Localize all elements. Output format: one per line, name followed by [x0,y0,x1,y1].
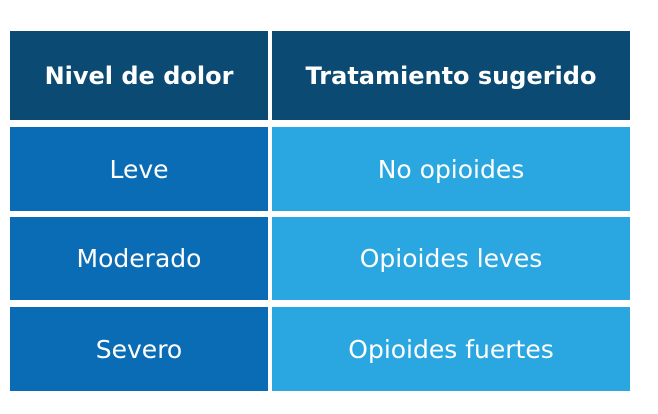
row-2-pain-level: Moderado [10,217,268,300]
row-1-pain-level: Leve [10,127,268,211]
row-3-pain-level: Severo [10,307,268,391]
header-pain-level: Nivel de dolor [10,31,268,120]
row-3-treatment: Opioides fuertes [272,307,630,391]
row-2-treatment: Opioides leves [272,217,630,300]
header-suggested-treatment: Tratamiento sugerido [272,31,630,120]
row-1-treatment: No opioides [272,127,630,211]
